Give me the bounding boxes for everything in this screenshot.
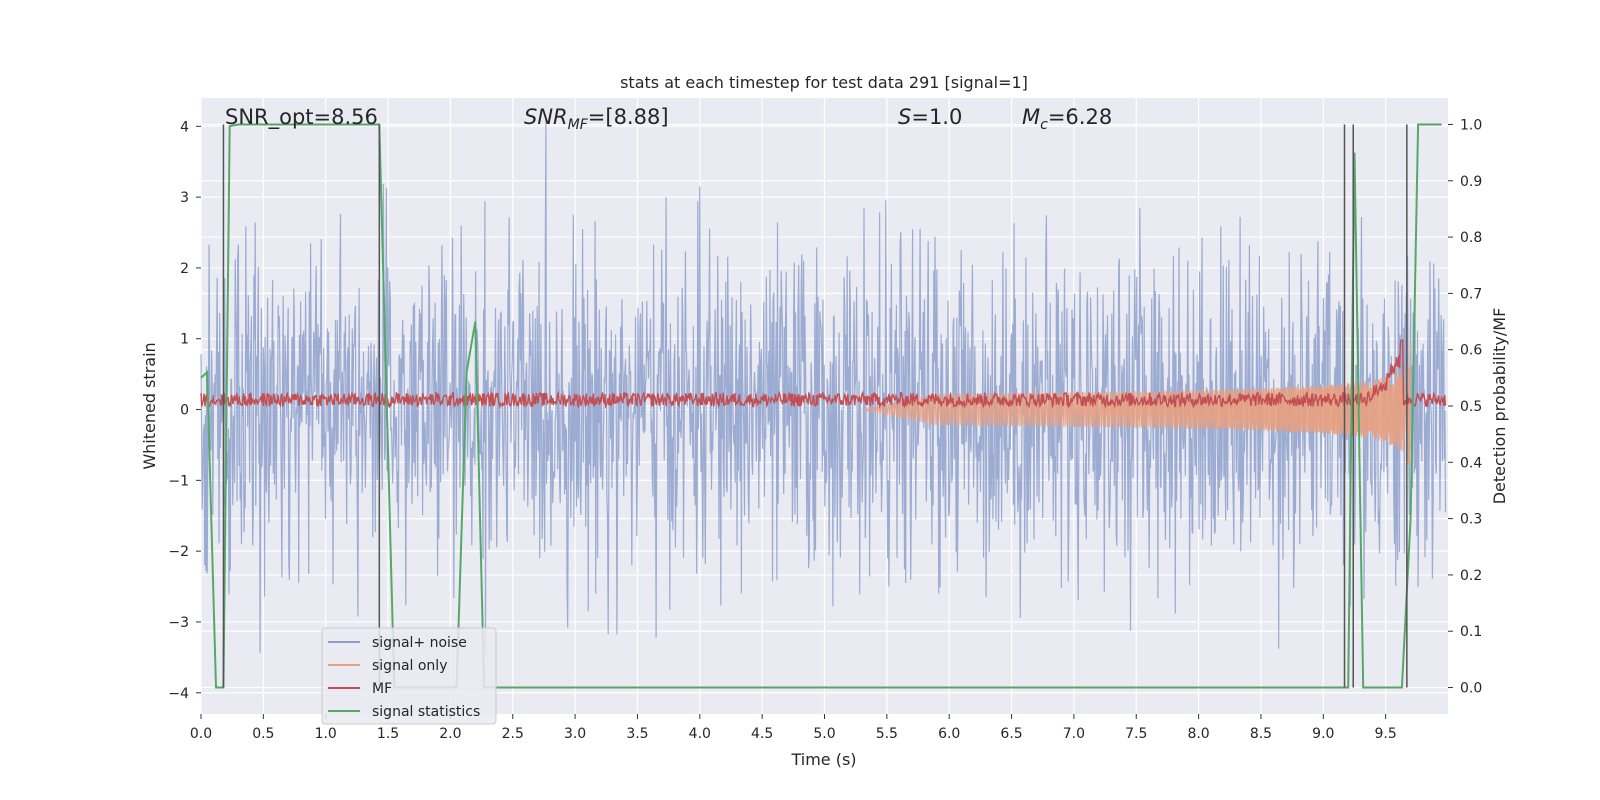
- y-tick-label: −2: [168, 544, 189, 560]
- legend-box: [321, 627, 497, 725]
- legend-label: signal+ noise: [372, 635, 467, 651]
- annotation-snr-opt: SNR_opt=8.56: [225, 105, 378, 130]
- x-tick-label: 8.0: [1187, 726, 1209, 742]
- series-layer: [200, 119, 1447, 689]
- y-right-tick-label: 0.2: [1460, 568, 1482, 584]
- series-signal-statistics-line: [200, 123, 1442, 689]
- y-tick-label: 0: [180, 403, 189, 419]
- y-right-tick-label: 0.4: [1460, 455, 1482, 471]
- x-tick-label: 2.0: [439, 726, 461, 742]
- y-right-tick-label: 0.8: [1460, 230, 1482, 246]
- annotation-snr-mf-value: =[8.88]: [588, 105, 669, 129]
- legend-entries: signal+ noise signal only MF signal statist…: [328, 635, 480, 720]
- y-tick-label: 2: [180, 261, 189, 277]
- y-right-tick-label: 0.9: [1460, 174, 1482, 190]
- x-axis-ticks: 0.0 0.5 1.0 1.5 2.0 2.5 3.0 3.5 4.0 4.5 5.0 5.5 6.0 6…: [190, 714, 1397, 742]
- annotation-mc: Mc=6.28: [1022, 105, 1112, 133]
- x-tick-label: 4.5: [751, 726, 773, 742]
- y-right-tick-label: 0.6: [1460, 343, 1482, 359]
- x-tick-label: 9.0: [1312, 726, 1334, 742]
- chart-title: stats at each timestep for test data 291…: [620, 73, 1028, 92]
- x-tick-label: 1.0: [315, 726, 337, 742]
- x-tick-label: 6.5: [1000, 726, 1022, 742]
- annotation-snr-mf-subscript: MF: [568, 117, 589, 133]
- x-tick-label: 1.5: [377, 726, 399, 742]
- x-tick-label: 7.0: [1063, 726, 1085, 742]
- y-tick-label: −1: [168, 473, 189, 489]
- legend-label: MF: [372, 681, 392, 697]
- x-tick-label: 5.5: [876, 726, 898, 742]
- annotations: SNR_opt=8.56 SNRMF=[8.88] S=1.0 Mc=6.28: [225, 105, 1112, 133]
- series-signal-only-line: [861, 341, 1412, 464]
- x-axis-label: Time (s): [790, 750, 856, 769]
- y-right-tick-label: 0.5: [1460, 399, 1482, 415]
- y-tick-label: 3: [180, 190, 189, 206]
- annotation-s-value: =1.0: [911, 105, 962, 129]
- y-right-tick-label: 1.0: [1460, 117, 1482, 133]
- y-right-tick-label: 0.7: [1460, 286, 1482, 302]
- x-tick-label: 2.5: [502, 726, 524, 742]
- legend-label: signal only: [372, 658, 447, 674]
- annotation-mc-value: =6.28: [1048, 105, 1112, 129]
- legend-label: signal statistics: [372, 704, 480, 720]
- y-axis-ticks: −4 −3 −2 −1 0 1 2 3 4: [168, 119, 201, 702]
- x-tick-label: 6.0: [938, 726, 960, 742]
- annotation-s-symbol: S: [898, 105, 911, 129]
- x-tick-label: 5.0: [813, 726, 835, 742]
- y-right-tick-label: 0.3: [1460, 512, 1482, 528]
- x-tick-label: 7.5: [1125, 726, 1147, 742]
- detection-lines: [222, 124, 1408, 688]
- x-tick-label: 3.0: [564, 726, 586, 742]
- x-tick-label: 4.0: [689, 726, 711, 742]
- y-right-axis-ticks: 0.0 0.1 0.2 0.3 0.4 0.5 0.6 0.7 0.8 0.9 1.0: [1448, 117, 1482, 697]
- y-tick-label: −4: [168, 686, 189, 702]
- y-tick-label: 1: [180, 332, 189, 348]
- y-tick-label: −3: [168, 615, 189, 631]
- x-tick-label: 0.5: [252, 726, 274, 742]
- x-tick-label: 0.0: [190, 726, 212, 742]
- annotation-mc-symbol: M: [1022, 105, 1040, 129]
- y-right-tick-label: 0.1: [1460, 624, 1482, 640]
- legend: signal+ noise signal only MF signal statist…: [321, 627, 497, 725]
- annotation-snr-mf: SNRMF=[8.88]: [524, 105, 669, 133]
- x-tick-label: 3.5: [626, 726, 648, 742]
- annotation-s: S=1.0: [898, 105, 962, 129]
- annotation-mc-subscript: c: [1040, 117, 1048, 133]
- x-tick-label: 9.5: [1375, 726, 1397, 742]
- annotation-snr-mf-symbol: SNR: [524, 105, 568, 129]
- y-right-axis-label: Detection probability/MF: [1490, 308, 1509, 505]
- x-tick-label: 8.5: [1250, 726, 1272, 742]
- y-axis-label: Whitened strain: [140, 342, 159, 469]
- y-tick-label: 4: [180, 119, 189, 135]
- series-mf-line: [200, 339, 1447, 410]
- series-signal-noise-line: [200, 119, 1447, 656]
- y-right-tick-label: 0.0: [1460, 681, 1482, 697]
